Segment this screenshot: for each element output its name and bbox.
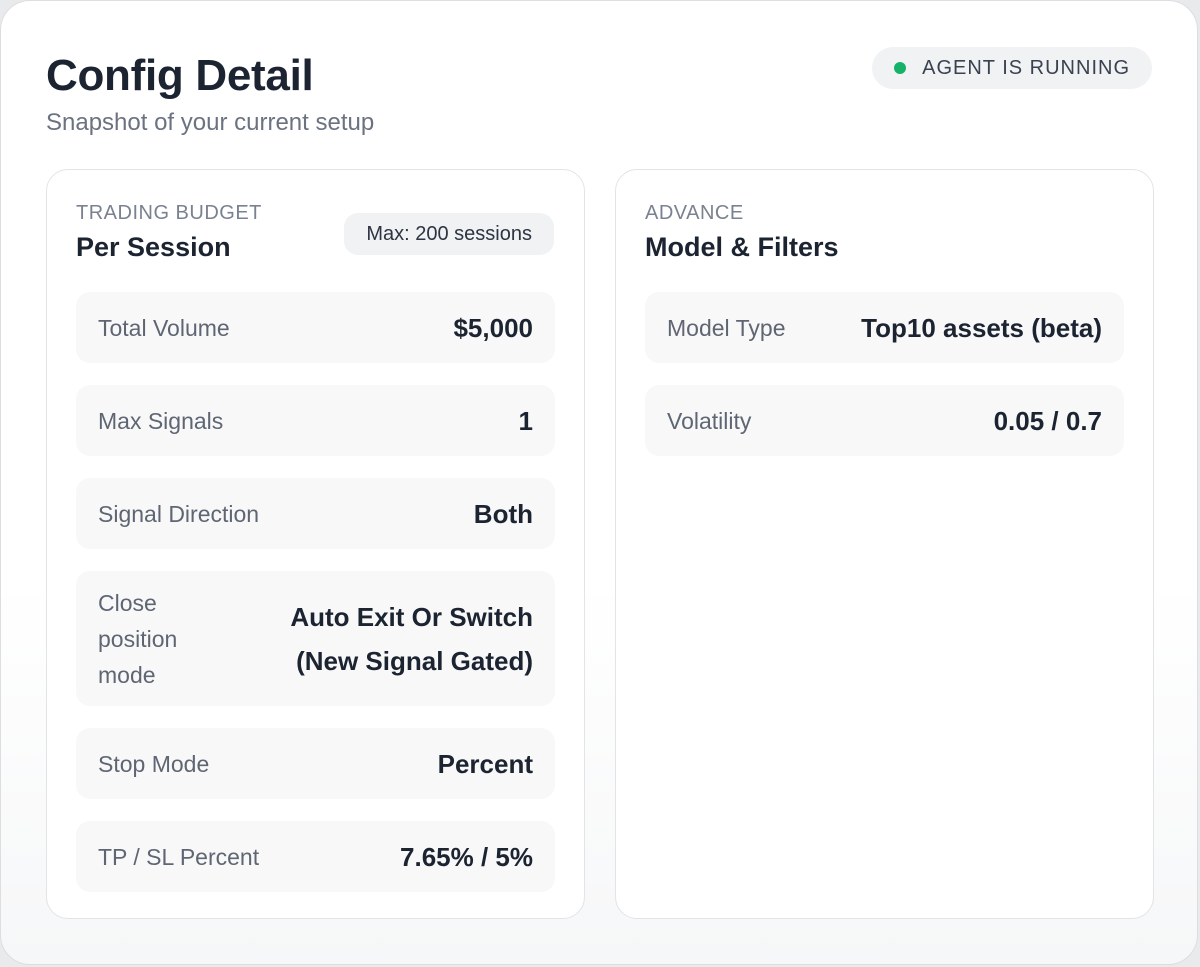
row-label: Volatility [667,407,752,434]
row-max-signals: Max Signals 1 [76,385,555,456]
row-label: Model Type [667,314,786,341]
advance-rows: Model Type Top10 assets (beta) Volatilit… [645,292,1124,478]
row-value: 7.65% / 5% [400,841,533,872]
row-label: TP / SL Percent [98,843,260,870]
card-heading: Model & Filters [645,232,839,262]
card-eyebrow: ADVANCE [645,202,744,224]
row-volatility: Volatility 0.05 / 0.7 [645,385,1124,456]
row-value: 0.05 / 0.7 [993,405,1102,436]
max-sessions-badge: Max: 200 sessions [344,213,554,255]
row-label: Close position mode [98,589,178,688]
row-label: Max Signals [98,407,224,434]
page-title: Config Detail [46,51,314,100]
row-tp-sl-percent: TP / SL Percent 7.65% / 5% [76,821,555,892]
page-subtitle: Snapshot of your current setup [46,109,375,136]
advance-card: ADVANCE Model & Filters Model Type Top10… [615,169,1154,919]
trading-budget-card: TRADING BUDGET Per Session Max: 200 sess… [46,169,585,919]
row-value: 1 [518,405,533,436]
row-value: Percent [437,748,533,779]
row-label: Signal Direction [98,500,260,527]
row-close-position-mode: Close position mode Auto Exit Or Switch … [76,571,555,706]
row-label: Total Volume [98,314,230,341]
status-label: AGENT IS RUNNING [922,56,1130,79]
card-heading: Per Session [76,232,231,262]
row-value: Both [473,498,533,529]
row-total-volume: Total Volume $5,000 [76,292,555,363]
header: Config Detail Snapshot of your current s… [46,47,1152,141]
row-model-type: Model Type Top10 assets (beta) [645,292,1124,363]
row-stop-mode: Stop Mode Percent [76,728,555,799]
card-eyebrow: TRADING BUDGET [76,202,262,224]
status-badge: AGENT IS RUNNING [872,47,1152,89]
row-value: Top10 assets (beta) [861,312,1102,343]
budget-rows: Total Volume $5,000 Max Signals 1 Signal… [76,292,555,914]
row-signal-direction: Signal Direction Both [76,478,555,549]
row-label: Stop Mode [98,750,210,777]
row-value: $5,000 [453,312,533,343]
status-dot-icon [894,62,907,74]
row-value: Auto Exit Or Switch (New Signal Gated) [290,601,533,676]
